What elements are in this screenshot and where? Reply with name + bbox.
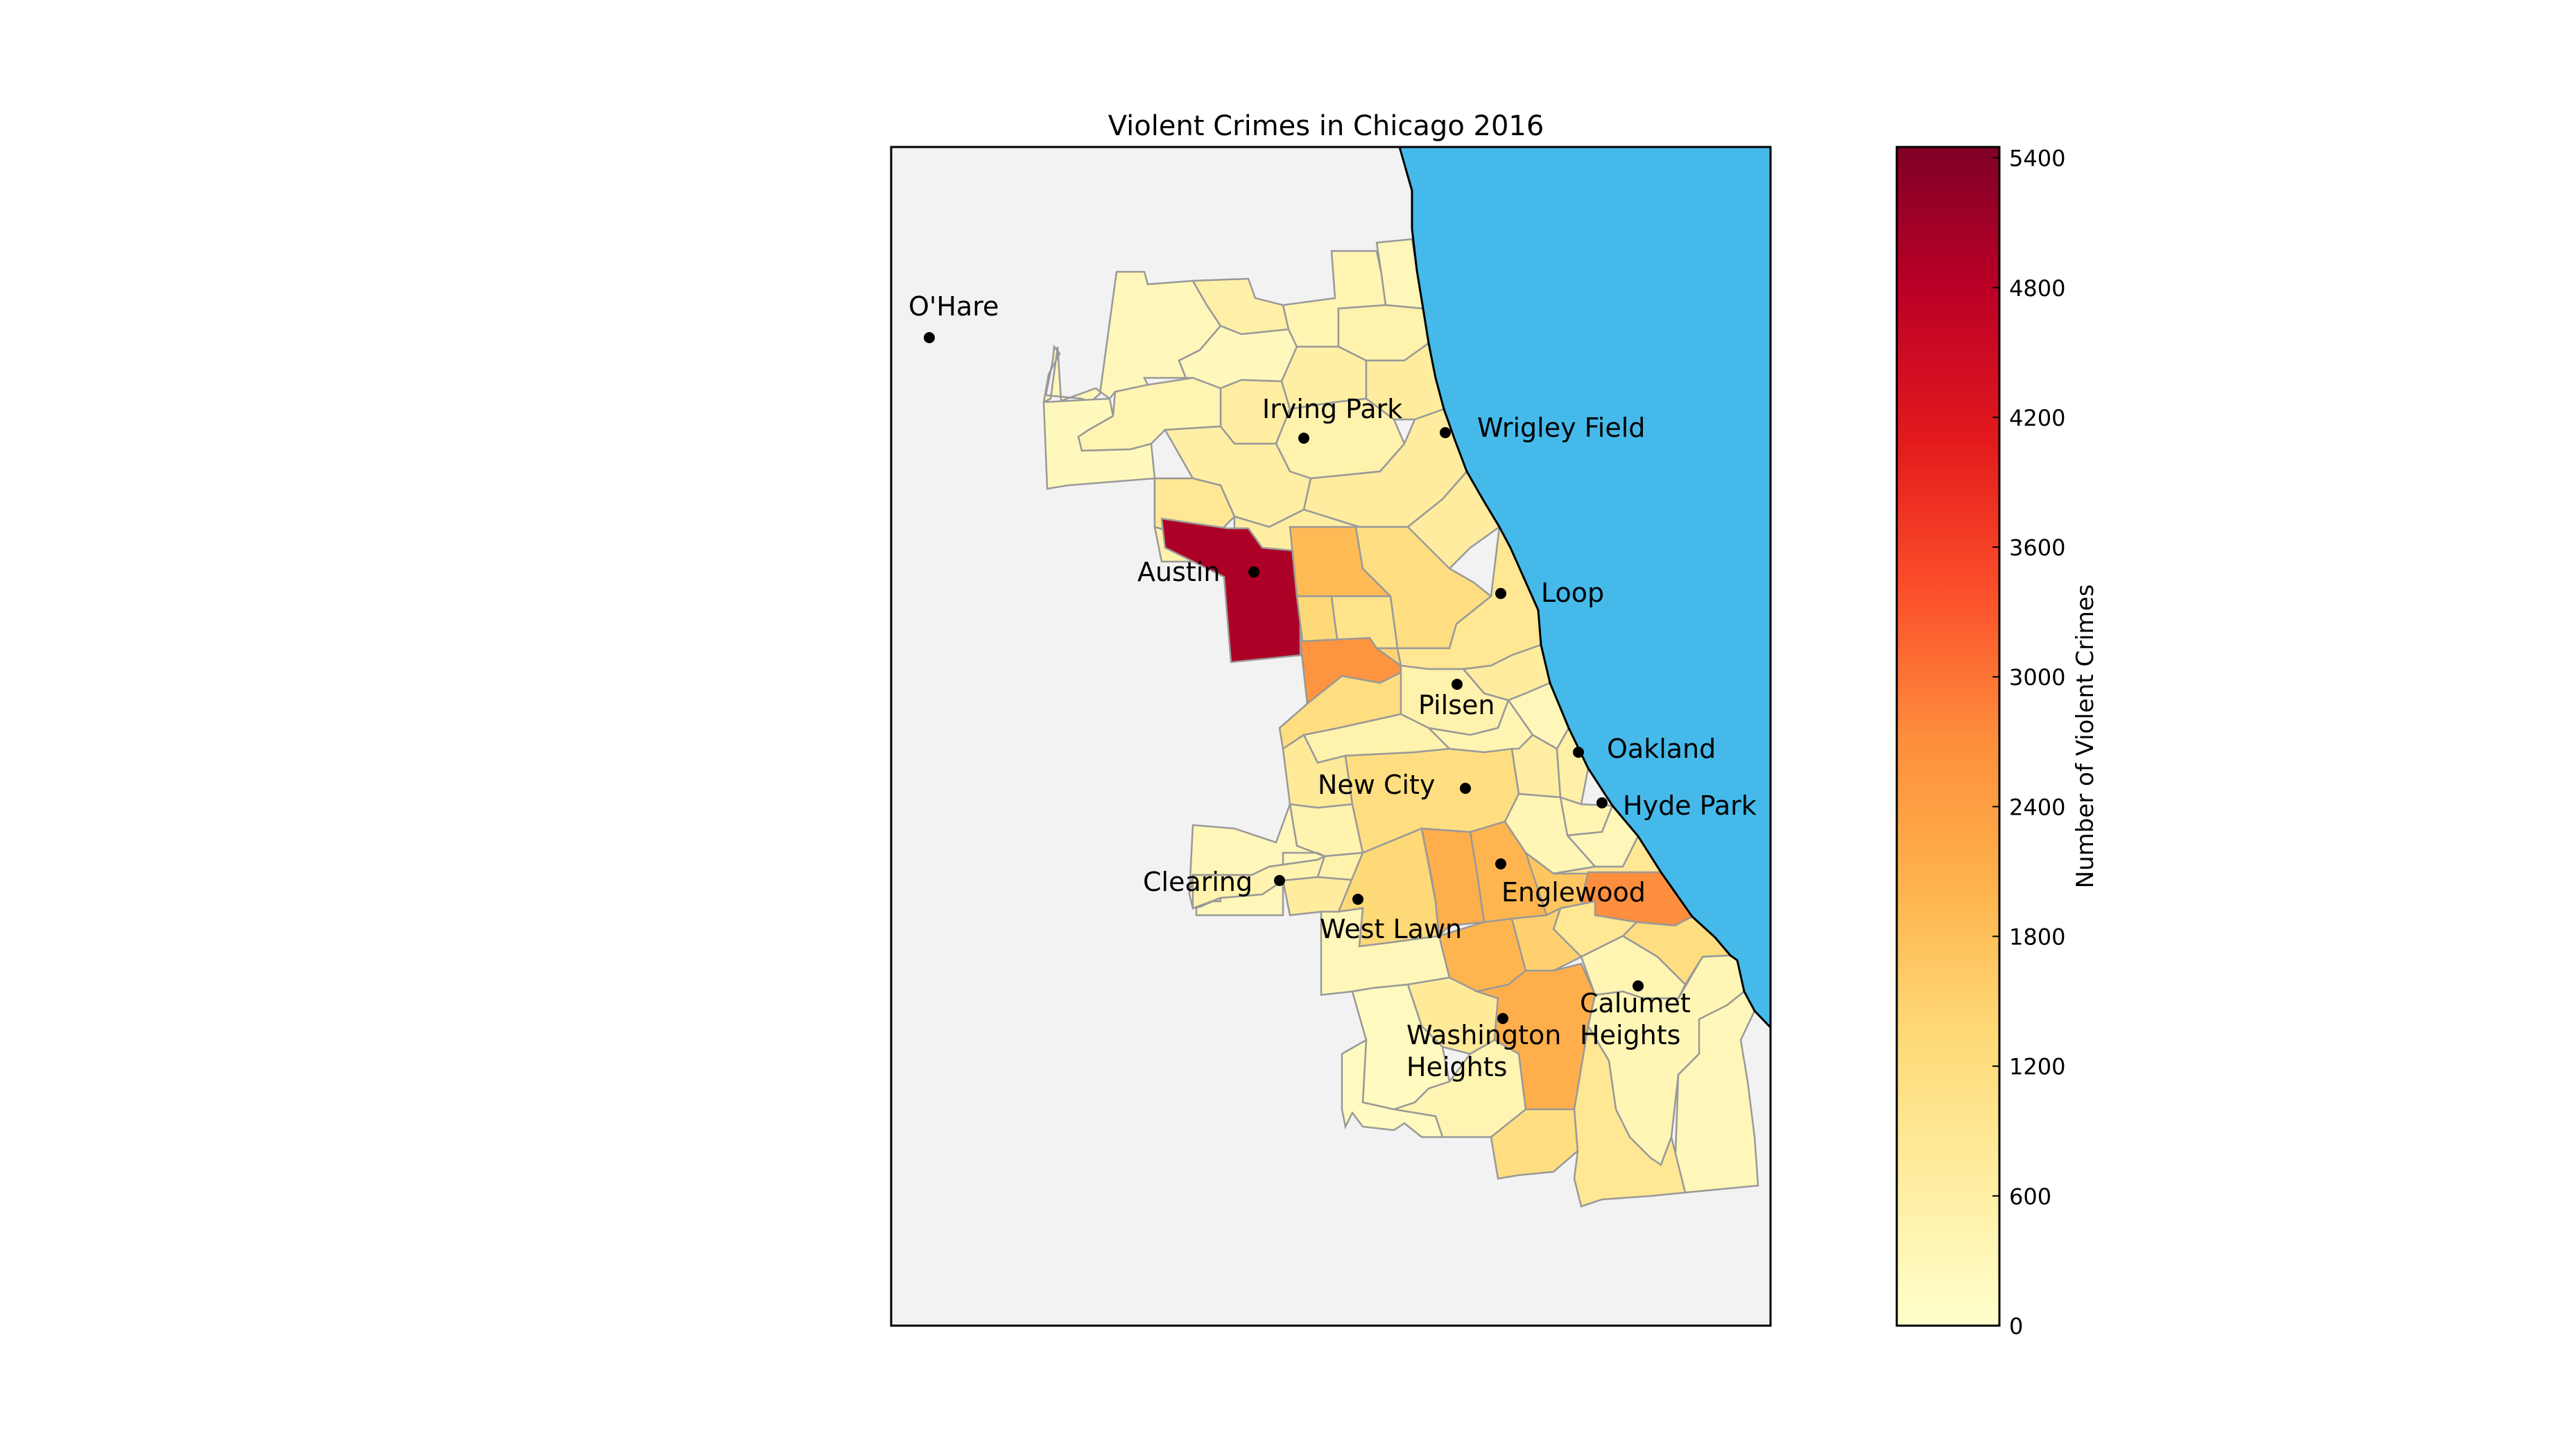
place-label-line2: Heights <box>1580 1020 1680 1050</box>
place-label: Austin <box>1137 557 1220 587</box>
place-austin[interactable]: Austin <box>1137 557 1259 587</box>
colorbar-tick-label: 1800 <box>2009 924 2065 951</box>
map-panel: O'Hare Irving Park Wrigley Field Austin Loop… <box>890 146 1772 1327</box>
place-label: Wrigley Field <box>1477 413 1645 443</box>
colorbar-tick-label: 3600 <box>2009 535 2065 561</box>
place-marker[interactable] <box>1495 588 1506 599</box>
colorbar-tick-label: 0 <box>2009 1313 2023 1340</box>
place-label: Englewood <box>1501 877 1646 908</box>
colorbar-tick-label: 5400 <box>2009 146 2065 172</box>
colorbar-tick-label: 4200 <box>2009 405 2065 431</box>
place-loop[interactable]: Loop <box>1495 578 1604 608</box>
place-label: O'Hare <box>909 291 999 322</box>
place-marker[interactable] <box>1497 1013 1508 1024</box>
place-clearing[interactable]: Clearing <box>1143 867 1285 897</box>
map-frame <box>890 146 1772 1327</box>
place-marker[interactable] <box>1460 783 1471 794</box>
colorbar: 0 600 1200 1800 2400 3000 3600 4200 4800 5400 Num… <box>1895 146 2099 1340</box>
place-label: Calumet <box>1580 988 1691 1019</box>
place-wrigley-field[interactable]: Wrigley Field <box>1440 413 1645 443</box>
place-marker[interactable] <box>1495 858 1506 869</box>
map-title: Violent Crimes in Chicago 2016 <box>1108 110 1544 142</box>
place-marker[interactable] <box>1573 747 1584 758</box>
colorbar-ticks: 0 600 1200 1800 2400 3000 3600 4200 4800 5400 <box>1992 146 2065 1340</box>
colorbar-tick-label: 2400 <box>2009 794 2065 820</box>
place-englewood[interactable]: Englewood <box>1495 858 1646 908</box>
district-pullman <box>1490 1108 1579 1180</box>
lake-michigan <box>1400 147 1771 1028</box>
place-label-line2: Heights <box>1406 1052 1507 1082</box>
place-marker[interactable] <box>1596 797 1608 808</box>
place-pilsen[interactable]: Pilsen <box>1418 679 1495 720</box>
place-new-city[interactable]: New City <box>1318 770 1471 800</box>
place-oakland[interactable]: Oakland <box>1573 734 1716 764</box>
district-douglas <box>1556 726 1590 806</box>
colorbar-tick-label: 4800 <box>2009 275 2065 302</box>
place-o-hare[interactable]: O'Hare <box>909 291 999 343</box>
place-label: Washington <box>1406 1020 1561 1050</box>
place-west-lawn[interactable]: West Lawn <box>1320 894 1462 944</box>
place-hyde-park[interactable]: Hyde Park <box>1596 790 1757 821</box>
place-marker[interactable] <box>1248 566 1259 578</box>
place-marker[interactable] <box>1440 427 1451 438</box>
place-labels: O'Hare Irving Park Wrigley Field Austin Loop… <box>909 291 1757 1082</box>
colorbar-tick-label: 600 <box>2009 1184 2051 1210</box>
place-label: Clearing <box>1143 867 1252 897</box>
place-marker[interactable] <box>1452 679 1463 690</box>
colorbar-tick-label: 3000 <box>2009 664 2065 691</box>
place-label: Oakland <box>1607 734 1716 764</box>
place-label: Pilsen <box>1418 690 1495 720</box>
place-irving-park[interactable]: Irving Park <box>1262 394 1402 444</box>
district-mt-greenwood <box>1341 1038 1444 1138</box>
place-marker[interactable] <box>1274 875 1285 886</box>
place-marker[interactable] <box>1298 433 1309 444</box>
place-label: New City <box>1318 770 1435 800</box>
district-nw-2 <box>1077 376 1222 452</box>
place-label: West Lawn <box>1320 914 1462 944</box>
colorbar-label: Number of Violent Crimes <box>2072 584 2099 889</box>
colorbar-tick-label: 1200 <box>2009 1054 2065 1080</box>
district-riverdale <box>1573 1023 1687 1208</box>
shoreline <box>1398 146 1772 1029</box>
place-label: Irving Park <box>1262 394 1402 424</box>
place-marker[interactable] <box>924 332 935 343</box>
place-marker[interactable] <box>1633 980 1644 991</box>
district-ashburn <box>1320 907 1451 996</box>
colorbar-gradient <box>1895 146 2001 1327</box>
place-label: Loop <box>1541 578 1604 608</box>
place-marker[interactable] <box>1352 894 1363 905</box>
place-label: Hyde Park <box>1623 790 1757 821</box>
districts <box>1042 238 1759 1208</box>
